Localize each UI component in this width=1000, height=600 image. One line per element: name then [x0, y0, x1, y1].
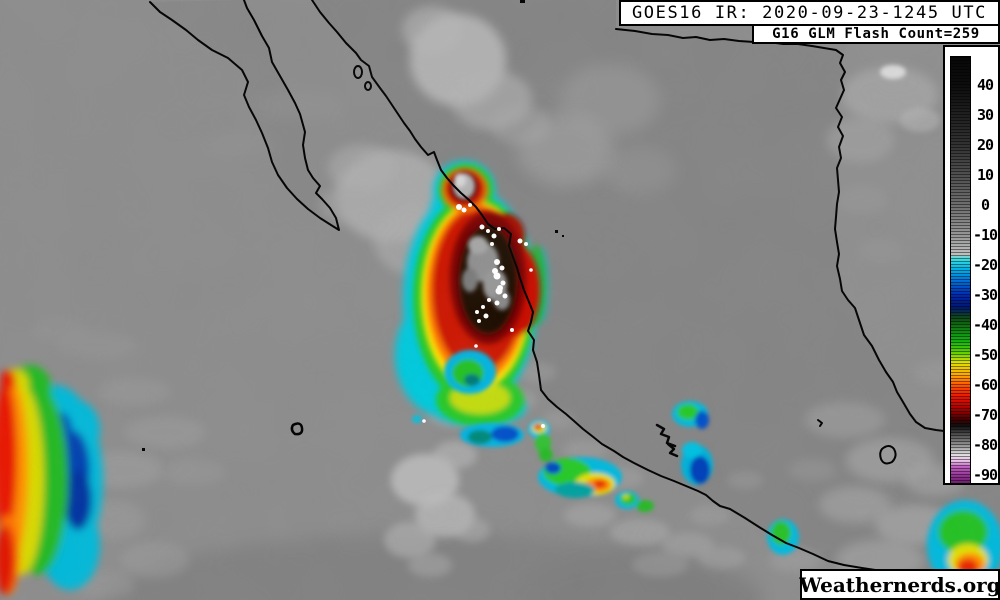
colorbar-gradient: [950, 56, 971, 484]
title-bar: GOES16 IR: 2020-09-23-1245 UTC: [619, 0, 1000, 26]
title-text: GOES16 IR: 2020-09-23-1245 UTC: [631, 3, 988, 23]
colorbar-tick-label: 10: [976, 166, 994, 184]
colorbar-tick-label: -10: [972, 226, 998, 244]
colorbar-tick-label: -40: [972, 316, 998, 334]
colorbar-tick-label: -70: [972, 406, 998, 424]
colorbar-tick-label: -50: [972, 346, 998, 364]
temperature-colorbar: 40 30 20 10 0 -10 -20 -30 -40 -50 -60 -7…: [943, 45, 1000, 485]
colorbar-tick-label: 0: [980, 196, 990, 214]
colorbar-tick-label: -90: [972, 466, 998, 484]
glm-flash-count-badge: G16 GLM Flash Count=259: [752, 24, 1000, 44]
flash-count-text: G16 GLM Flash Count=259: [772, 26, 980, 42]
watermark-text: Weathernerds.org: [799, 572, 1000, 597]
colorbar-tick-label: 40: [976, 76, 994, 94]
colorbar-tick-label: -80: [972, 436, 998, 454]
watermark-badge: Weathernerds.org: [799, 569, 1000, 600]
colorbar-tick-label: -60: [972, 376, 998, 394]
colorbar-tick-label: -30: [972, 286, 998, 304]
colorbar-tick-label: -20: [972, 256, 998, 274]
colorbar-tick-label: 30: [976, 106, 994, 124]
colorbar-tick-label: 20: [976, 136, 994, 154]
